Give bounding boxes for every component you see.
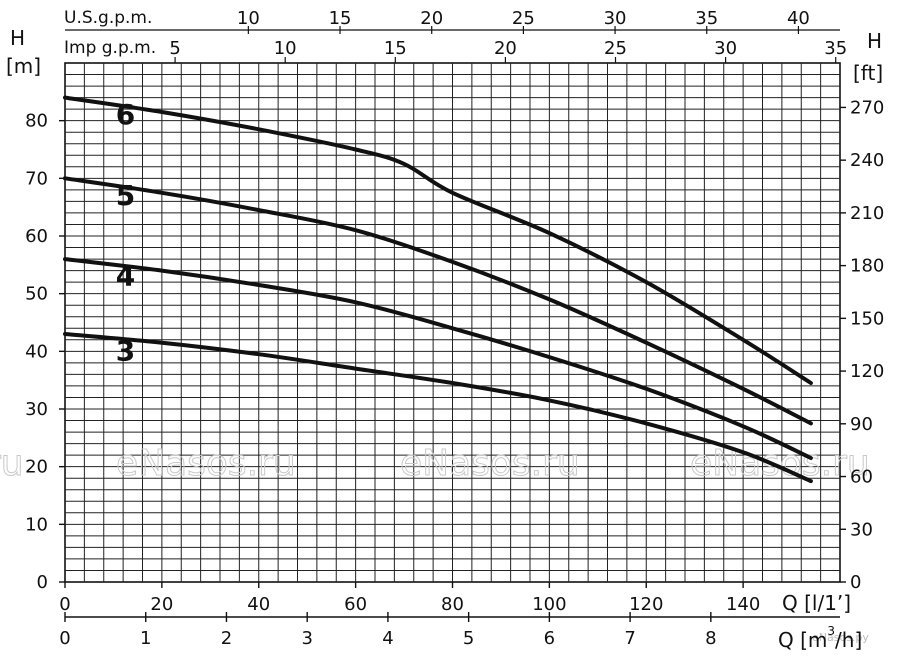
ticks-layer: 0102030405060708003060901201501802102402… [25,8,884,649]
watermark-text-small: eNasos.ру [812,631,869,644]
tick-label-right: 240 [850,150,884,171]
right-axis-symbol: H [867,29,882,53]
tick-label-imp: 5 [169,38,180,59]
tick-label-usgpm: 40 [787,8,810,29]
tick-label-left: 20 [25,457,48,478]
tick-label-right: 60 [850,467,873,488]
tick-label-lpm: 60 [344,594,367,615]
tick-label-right: 120 [850,361,884,382]
tick-label-right: 270 [850,97,884,118]
curve-6 [63,95,813,385]
tick-label-m3h: 2 [221,628,232,649]
right-axis-unit: [ft] [853,61,883,85]
x-axis-lpm-label: Q [l/1’] [782,591,851,615]
tick-label-usgpm: 15 [329,8,352,29]
tick-label-right: 150 [850,308,884,329]
tick-label-left: 60 [25,226,48,247]
tick-label-right: 210 [850,203,884,224]
watermark-text: ru [0,443,24,484]
x-axis-m3h-label-head: Q [m [778,628,827,652]
tick-label-imp: 20 [494,38,517,59]
top-axis-usgpm-label: U.S.g.p.m. [64,8,152,28]
x-axis-m3h-label: Q [m3/h] [778,624,862,652]
tick-label-left: 30 [25,399,48,420]
tick-label-left: 80 [25,111,48,132]
tick-label-m3h: 7 [624,628,635,649]
curve-label-5: 5 [116,179,135,212]
tick-label-m3h: 5 [463,628,474,649]
top-axis-imp-label: Imp g.p.m. [64,38,156,58]
tick-label-left: 0 [37,572,48,593]
tick-label-right: 0 [850,572,861,593]
tick-label-lpm: 100 [532,594,566,615]
tick-label-m3h: 4 [382,628,393,649]
tick-label-left: 10 [25,514,48,535]
tick-label-left: 50 [25,284,48,305]
left-axis-unit: [m] [6,54,41,78]
tick-label-lpm: 0 [59,594,70,615]
tick-label-right: 90 [850,414,873,435]
left-axis-symbol: H [10,26,25,50]
tick-label-m3h: 3 [301,628,312,649]
tick-label-left: 70 [25,168,48,189]
series-layer [63,95,813,484]
tick-label-imp: 25 [604,38,627,59]
curve-5 [63,176,813,426]
x-axis-m3h-label-tail: /h] [835,628,862,652]
tick-label-usgpm: 25 [512,8,535,29]
tick-label-m3h: 6 [544,628,555,649]
tick-label-left: 40 [25,341,48,362]
labels-layer: 6 5 4 3 [116,98,135,367]
tick-label-imp: 35 [824,38,847,59]
curve-label-6: 6 [116,98,135,131]
watermark-layer: ru eNasos.ru eNasos.ru eNasos.ru eNasos.ру [0,443,870,645]
tick-label-imp: 30 [714,38,737,59]
curve-4 [63,257,813,460]
curve-label-3: 3 [116,335,135,368]
tick-label-usgpm: 35 [695,8,718,29]
tick-label-usgpm: 20 [420,8,443,29]
watermark-text: eNasos.ru [400,443,580,484]
grid-lines [64,62,841,583]
tick-label-imp: 10 [274,38,297,59]
tick-label-usgpm: 10 [237,8,260,29]
watermark-text: eNasos.ru [116,443,296,484]
watermark-text: eNasos.ru [690,443,870,484]
tick-label-usgpm: 30 [604,8,627,29]
tick-label-right: 30 [850,519,873,540]
curve-3 [63,332,813,484]
tick-label-lpm: 40 [247,594,270,615]
tick-label-m3h: 8 [705,628,716,649]
curve-label-4: 4 [116,260,135,293]
tick-label-imp: 15 [384,38,407,59]
tick-label-right: 180 [850,256,884,277]
tick-label-lpm: 140 [726,594,760,615]
x-axis-m3h-label-sup: 3 [827,624,835,638]
tick-label-lpm: 80 [441,594,464,615]
tick-label-m3h: 1 [140,628,151,649]
tick-label-m3h: 0 [59,628,70,649]
tick-label-lpm: 20 [150,594,173,615]
tick-label-lpm: 120 [629,594,663,615]
